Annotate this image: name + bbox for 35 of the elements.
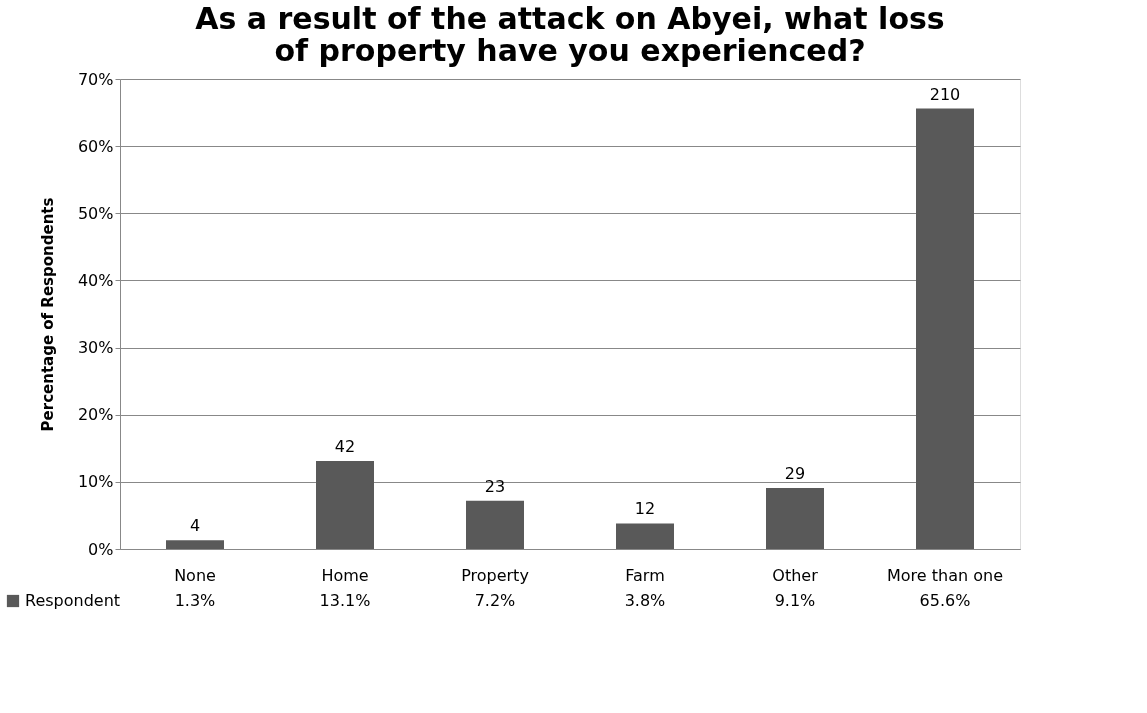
x-tick-label: More than one bbox=[887, 565, 1003, 585]
chart-title: As a result of the attack on Abyei, what loss of property have you experienced? bbox=[195, 1, 945, 68]
annotation: 12 bbox=[634, 499, 656, 519]
annotation: 4 bbox=[189, 516, 201, 536]
y-axis-title: Percentage of Respondents bbox=[38, 197, 57, 432]
x-tick-label: Home bbox=[321, 565, 369, 585]
data-label: 7.2% bbox=[474, 591, 516, 610]
data-label: 3.8% bbox=[624, 591, 666, 610]
annotation: 23 bbox=[484, 476, 506, 496]
legend-label: Respondent bbox=[25, 591, 121, 610]
data-label: 1.3% bbox=[174, 591, 216, 610]
annotation: 29 bbox=[784, 463, 806, 483]
bar bbox=[916, 108, 974, 549]
annotation: 42 bbox=[334, 437, 356, 457]
y-tick-label: 0% bbox=[88, 539, 114, 559]
y-tick-label: 50% bbox=[77, 203, 114, 223]
y-tick-label: 70% bbox=[77, 69, 114, 89]
y-tick-label: 20% bbox=[77, 405, 114, 425]
x-tick-label: Property bbox=[461, 565, 529, 585]
bar bbox=[466, 500, 524, 549]
y-tick-label: 10% bbox=[77, 472, 114, 492]
data-label: 65.6% bbox=[919, 591, 971, 610]
x-tick-label: Other bbox=[772, 565, 819, 585]
bar bbox=[616, 523, 674, 549]
bar bbox=[166, 540, 224, 549]
x-tick-label: Farm bbox=[625, 565, 665, 585]
bar bbox=[766, 487, 824, 549]
data-label: 13.1% bbox=[319, 591, 371, 610]
x-tick-label: None bbox=[174, 565, 216, 585]
annotation: 210 bbox=[929, 84, 961, 104]
y-tick-label: 60% bbox=[77, 136, 114, 156]
bar bbox=[316, 461, 374, 549]
y-tick-label: 40% bbox=[77, 270, 114, 290]
data-label: 9.1% bbox=[774, 591, 816, 610]
y-tick-label: 30% bbox=[77, 338, 114, 358]
